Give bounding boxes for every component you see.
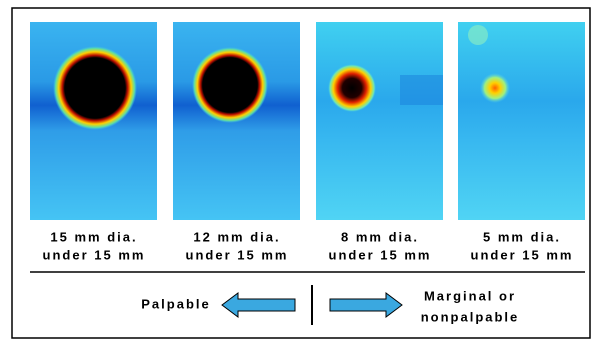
caption: 15 mm dia. [50,229,137,244]
caption: under 15 mm [329,247,432,262]
figure: 15 mm dia. under 15 mm 12 mm dia. under … [0,0,602,345]
heatmap [458,22,585,220]
arrow-left [222,293,295,317]
caption: 12 mm dia. [193,229,280,244]
caption: 5 mm dia. [483,229,561,244]
legend-label: nonpalpable [421,309,520,324]
caption: under 15 mm [471,247,574,262]
heatmap [173,22,300,220]
caption: 8 mm dia. [341,229,419,244]
legend-label: Palpable [141,296,210,311]
caption: under 15 mm [43,247,146,262]
caption: under 15 mm [186,247,289,262]
arrow-right [330,293,402,317]
heatmap [30,22,157,220]
heatmap [316,22,443,220]
page: 15 mm dia. under 15 mm 12 mm dia. under … [0,0,602,345]
legend-label: Marginal or [424,288,516,303]
